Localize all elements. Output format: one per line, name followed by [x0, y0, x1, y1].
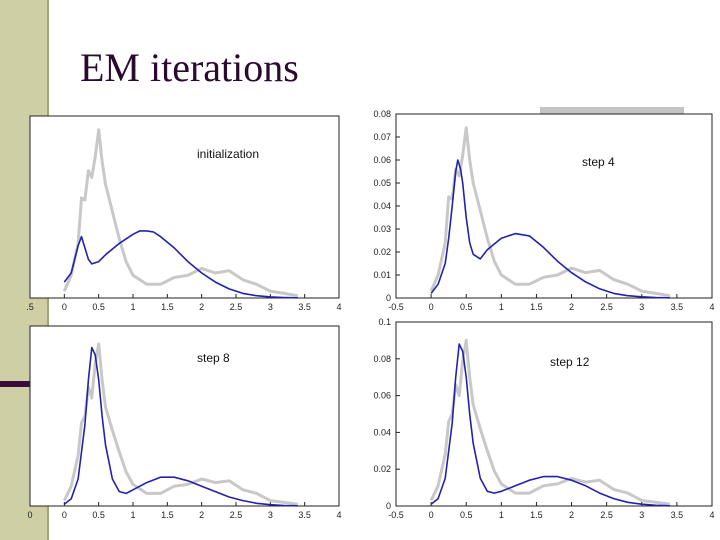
y-tick-label: 0.02 — [373, 247, 391, 257]
x-tick-label: -0.5 — [388, 302, 404, 312]
chart-panel-step-12: -0.5 0 0.5 1 1.5 2 2.5 3 3.5 4 0 0.02 0.04 0.06 0.08 0.… — [360, 318, 718, 528]
x-tick-label: 1.5 — [530, 510, 543, 520]
x-tick-label: 3.5 — [298, 302, 311, 312]
y-tick-label: 0 — [386, 293, 391, 303]
series-model-line — [430, 343, 670, 507]
y-tick-label: 0.06 — [373, 155, 391, 165]
x-tick-label: 1 — [499, 302, 504, 312]
y-tick-label: 0.04 — [373, 427, 391, 437]
x-tick-label: 1.5 — [161, 302, 174, 312]
y-tick-label: 0.02 — [373, 464, 391, 474]
chart-annotation: step 4 — [582, 155, 615, 169]
chart-annotation: initialization — [197, 147, 259, 161]
x-tick-label: 0 — [429, 302, 434, 312]
x-tick-label: 4 — [336, 302, 341, 312]
x-tick-label: 0 — [62, 302, 67, 312]
plot-area — [29, 115, 340, 299]
y-tick-label: 0.08 — [373, 110, 391, 119]
left-dark-bar — [0, 381, 47, 387]
x-tick-label: 3 — [639, 302, 644, 312]
chart-svg: -0.5 0 0.5 1 1.5 2 2.5 3 3.5 400.010.020.030.040.… — [373, 110, 714, 312]
x-tick-label: 2.5 — [230, 510, 243, 520]
chart-annotation: step 8 — [197, 351, 230, 365]
x-tick-label: 1 — [130, 510, 135, 520]
x-tick-label: 2 — [569, 302, 574, 312]
x-tick-label: 1 — [499, 510, 504, 520]
y-tick-label: 0.04 — [373, 201, 391, 211]
x-tick-label: 0.5 — [460, 510, 473, 520]
slide-title: EM iterations — [80, 45, 299, 90]
series-model-line — [430, 159, 670, 299]
x-tick-label: -0.5 — [388, 510, 404, 520]
x-tick-label: 3.5 — [671, 302, 684, 312]
x-tick-label: 0 — [62, 510, 67, 520]
x-tick-label: 2.5 — [600, 510, 613, 520]
y-tick-label: 0.06 — [373, 391, 391, 401]
chart-svg: -0.5 0 0.5 1 1.5 2 2.5 3 3.5 400.020.040.060.080.… — [373, 318, 714, 520]
series-histogram-line — [62, 128, 299, 298]
x-tick-label: 0.5 — [92, 302, 105, 312]
x-tick-label: 0 — [429, 510, 434, 520]
plot-area — [395, 321, 713, 507]
x-tick-label: 0 — [27, 510, 32, 520]
x-tick-label: 1.5 — [161, 510, 174, 520]
y-tick-label: 0.1 — [378, 318, 391, 327]
x-tick-label: 2.5 — [230, 302, 243, 312]
x-tick-label: 3 — [268, 302, 273, 312]
x-tick-label: 2 — [199, 302, 204, 312]
y-tick-label: 0.01 — [373, 270, 391, 280]
x-tick-label: 2 — [199, 510, 204, 520]
y-tick-label: 0 — [386, 501, 391, 511]
chart-panel-initialization: .5 0 0.5 1 1.5 2 2.5 3 3.5 4 initialization — [27, 112, 345, 320]
chart-panel-step-8: 0 0 0.5 1 1.5 2 2.5 3 3.5 4 step 8 — [27, 322, 345, 528]
x-tick-label: 4 — [709, 510, 714, 520]
x-tick-label: 3 — [639, 510, 644, 520]
y-tick-label: 0.08 — [373, 354, 391, 364]
x-tick-label: 1 — [130, 302, 135, 312]
chart-annotation: step 12 — [550, 355, 590, 369]
x-tick-label: 4 — [709, 302, 714, 312]
series-model-line — [63, 230, 298, 299]
grey-band — [540, 107, 684, 114]
x-tick-label: 4 — [336, 510, 341, 520]
plot-area — [29, 325, 340, 507]
y-tick-label: 0.03 — [373, 224, 391, 234]
x-tick-label: 2 — [569, 510, 574, 520]
y-tick-label: 0.05 — [373, 178, 391, 188]
x-tick-label: 0.5 — [460, 302, 473, 312]
x-tick-label: 0.5 — [92, 510, 105, 520]
chart-svg: 0 0 0.5 1 1.5 2 2.5 3 3.5 4 step 8 — [27, 325, 342, 520]
x-tick-label: 1.5 — [530, 302, 543, 312]
x-tick-label: .5 — [27, 302, 34, 312]
x-tick-label: 3.5 — [671, 510, 684, 520]
x-tick-label: 3.5 — [298, 510, 311, 520]
chart-panel-step-4: -0.5 0 0.5 1 1.5 2 2.5 3 3.5 4 0 0.01 0.02 0.03 0.04 0.… — [360, 110, 718, 320]
x-tick-label: 3 — [268, 510, 273, 520]
x-tick-label: 2.5 — [600, 302, 613, 312]
chart-svg: .5 0 0.5 1 1.5 2 2.5 3 3.5 4 initialization — [27, 115, 342, 312]
series-model-line — [63, 346, 298, 507]
y-tick-label: 0.07 — [373, 132, 391, 142]
